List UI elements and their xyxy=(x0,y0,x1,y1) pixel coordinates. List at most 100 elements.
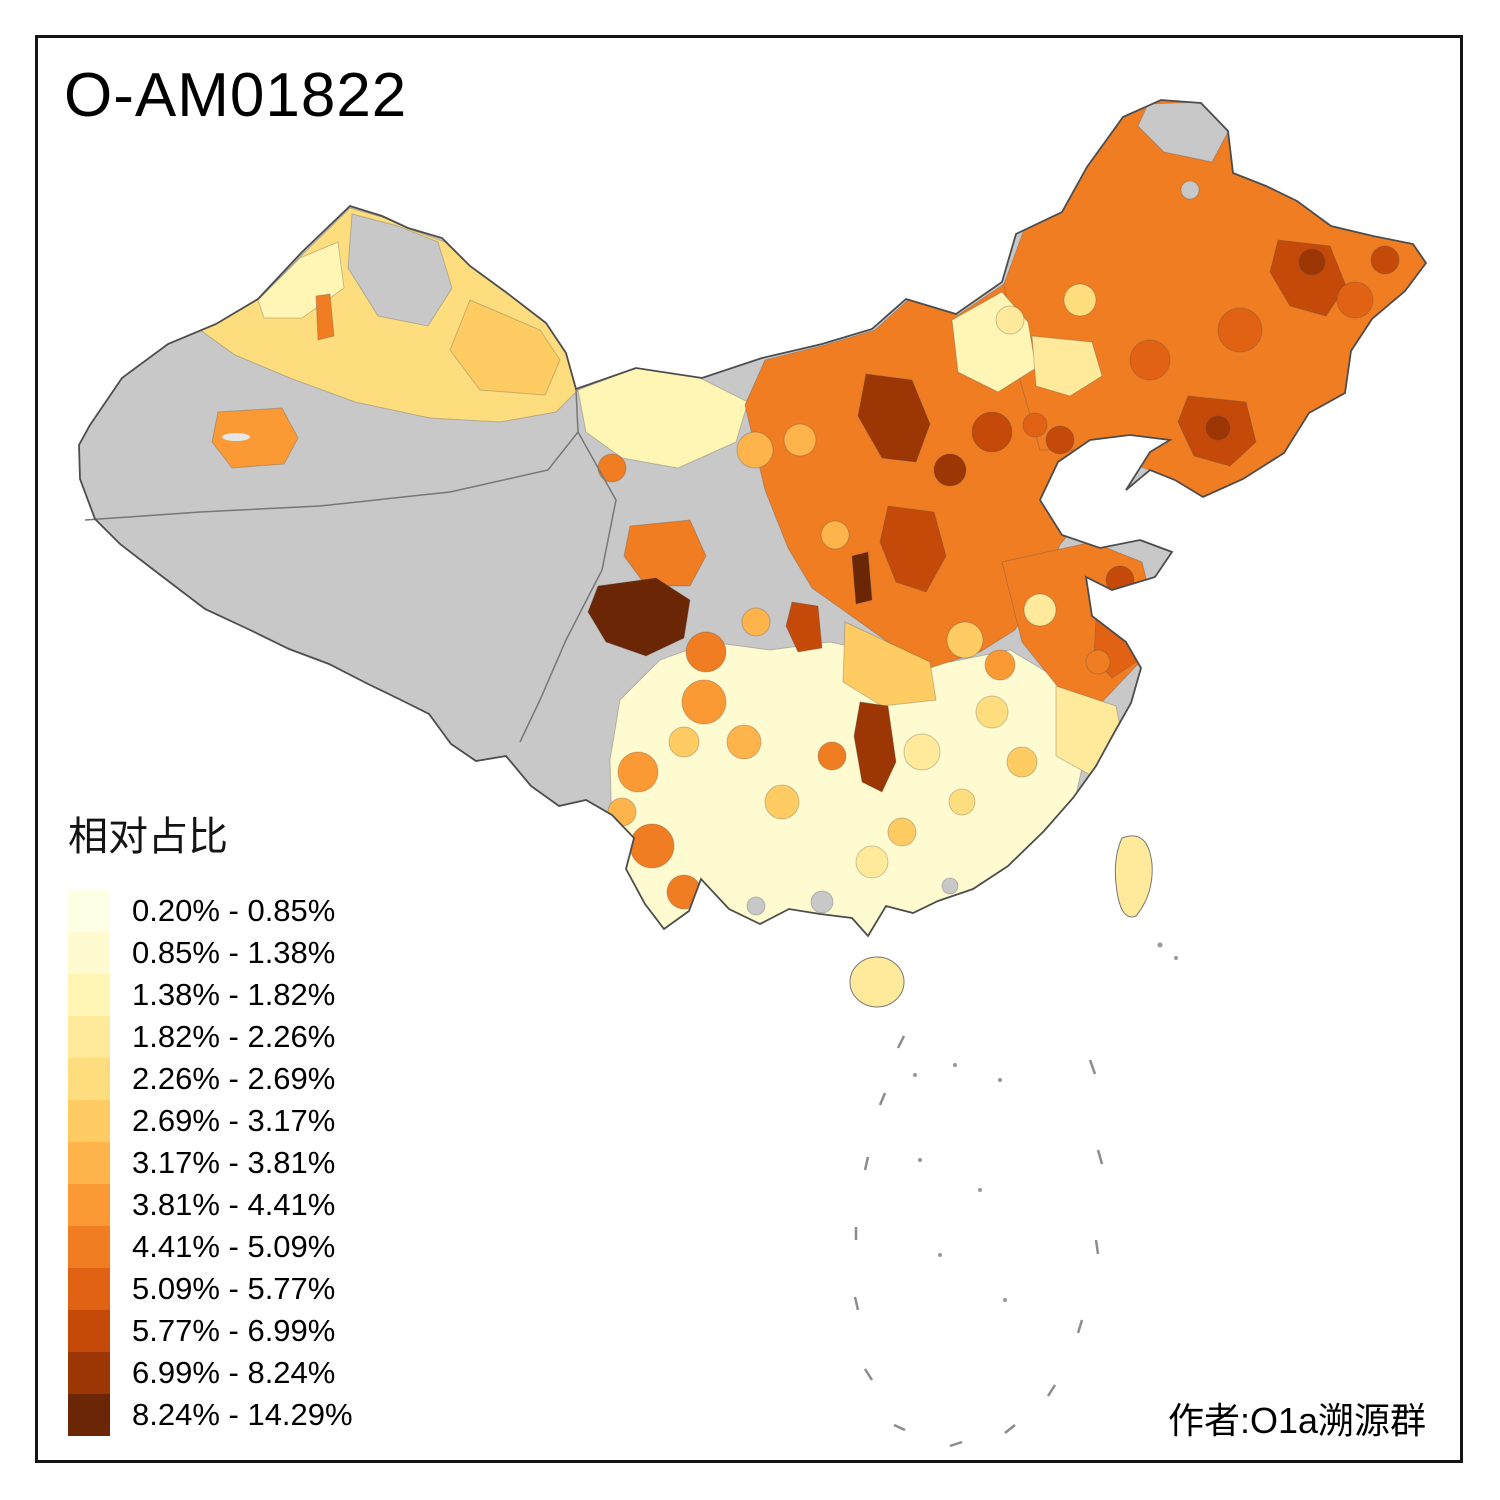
map-patch xyxy=(1298,248,1326,276)
nine-dash-line xyxy=(853,1035,1104,1448)
province-borders xyxy=(84,388,617,743)
coastal-islet xyxy=(1157,942,1163,948)
map-patch xyxy=(681,679,727,725)
legend-swatch xyxy=(68,1394,110,1436)
legend-item: 8.24% - 14.29% xyxy=(68,1394,353,1436)
map-patch xyxy=(685,631,727,673)
legend-swatch xyxy=(68,1184,110,1226)
map-patch xyxy=(995,305,1025,335)
map-patch xyxy=(1217,307,1263,353)
legend-swatch xyxy=(68,890,110,932)
legend-label: 5.77% - 6.99% xyxy=(132,1313,336,1348)
legend-label: 1.82% - 2.26% xyxy=(132,1019,336,1054)
map-patch xyxy=(984,649,1016,681)
map-patch xyxy=(315,293,335,341)
map-patch xyxy=(975,695,1009,729)
map-patch xyxy=(741,607,771,637)
map-patch xyxy=(879,505,947,593)
legend-swatch xyxy=(68,932,110,974)
map-patch xyxy=(1031,335,1103,397)
legend-item: 4.41% - 5.09% xyxy=(68,1226,353,1268)
map-patch xyxy=(948,788,976,816)
legend-item: 0.20% - 0.85% xyxy=(68,890,353,932)
map-patch xyxy=(617,751,659,793)
map-patch xyxy=(1045,425,1075,455)
map-patch xyxy=(668,726,700,758)
map-patch xyxy=(1006,746,1038,778)
map-patch xyxy=(1269,239,1347,317)
legend-item: 6.99% - 8.24% xyxy=(68,1352,353,1394)
dash xyxy=(853,1296,860,1311)
map-patch xyxy=(1085,649,1111,675)
islet xyxy=(998,1078,1002,1082)
legend-item: 1.82% - 2.26% xyxy=(68,1016,353,1058)
map-patch xyxy=(887,817,917,847)
legend-label: 1.38% - 1.82% xyxy=(132,977,336,1012)
map-patch xyxy=(903,733,941,771)
legend-swatch xyxy=(68,1268,110,1310)
map-patch xyxy=(211,407,299,469)
legend-item: 5.09% - 5.77% xyxy=(68,1268,353,1310)
hainan-island xyxy=(849,956,905,1008)
map-patch xyxy=(817,741,847,771)
map-patch xyxy=(1205,415,1231,441)
map-patch xyxy=(629,823,675,869)
dash xyxy=(949,1440,963,1448)
map-patch xyxy=(1063,283,1097,317)
map-patch xyxy=(764,784,800,820)
dash xyxy=(896,1035,906,1049)
map-patch xyxy=(623,519,707,587)
legend-label: 8.24% - 14.29% xyxy=(132,1397,353,1432)
islet xyxy=(918,1158,922,1162)
legend-label: 2.69% - 3.17% xyxy=(132,1103,336,1138)
map-patch xyxy=(842,621,937,707)
legend-label: 2.26% - 2.69% xyxy=(132,1061,336,1096)
map-title: O-AM01822 xyxy=(64,61,408,130)
map-patch xyxy=(726,724,762,760)
map-patch xyxy=(971,411,1013,453)
sea-islets xyxy=(913,1063,1007,1302)
lake-sliver xyxy=(222,433,250,441)
dash xyxy=(1096,1149,1104,1165)
map-patch xyxy=(783,423,817,457)
islet xyxy=(938,1253,942,1257)
legend-item: 2.69% - 3.17% xyxy=(68,1100,353,1142)
legend-item: 3.17% - 3.81% xyxy=(68,1142,353,1184)
map-patch xyxy=(785,601,823,653)
legend-label: 6.99% - 8.24% xyxy=(132,1355,336,1390)
legend-swatch xyxy=(68,1352,110,1394)
islet xyxy=(1003,1298,1007,1302)
islet xyxy=(953,1063,957,1067)
legend-swatch xyxy=(68,1142,110,1184)
map-patch xyxy=(1129,339,1171,381)
map-patch xyxy=(857,373,931,463)
legend-swatch xyxy=(68,1100,110,1142)
legend-item: 3.81% - 4.41% xyxy=(68,1184,353,1226)
dash xyxy=(863,1156,870,1171)
legend-item: 1.38% - 1.82% xyxy=(68,974,353,1016)
map-patch xyxy=(853,701,897,793)
legend-label: 3.81% - 4.41% xyxy=(132,1187,336,1222)
dash xyxy=(1094,1239,1100,1255)
legend-swatch xyxy=(68,1058,110,1100)
islet xyxy=(913,1073,917,1077)
islet xyxy=(978,1188,982,1192)
map-patch xyxy=(1022,412,1048,438)
legend-swatch xyxy=(68,1016,110,1058)
map-patch xyxy=(946,621,984,659)
taiwan-island xyxy=(1114,835,1153,918)
map-patch xyxy=(597,453,627,483)
author-credit: 作者:O1a溯源群 xyxy=(1167,1400,1426,1441)
map-patch xyxy=(1023,593,1057,627)
map-patch xyxy=(941,877,959,895)
dash xyxy=(1088,1059,1097,1075)
map-patch xyxy=(746,896,766,916)
legend-label: 4.41% - 5.09% xyxy=(132,1229,336,1264)
legend-title: 相对占比 xyxy=(68,815,228,859)
legend-swatch xyxy=(68,1226,110,1268)
map-patch xyxy=(933,453,967,487)
map-patch xyxy=(449,299,561,396)
map-patch xyxy=(736,431,774,469)
dash xyxy=(1076,1319,1084,1334)
